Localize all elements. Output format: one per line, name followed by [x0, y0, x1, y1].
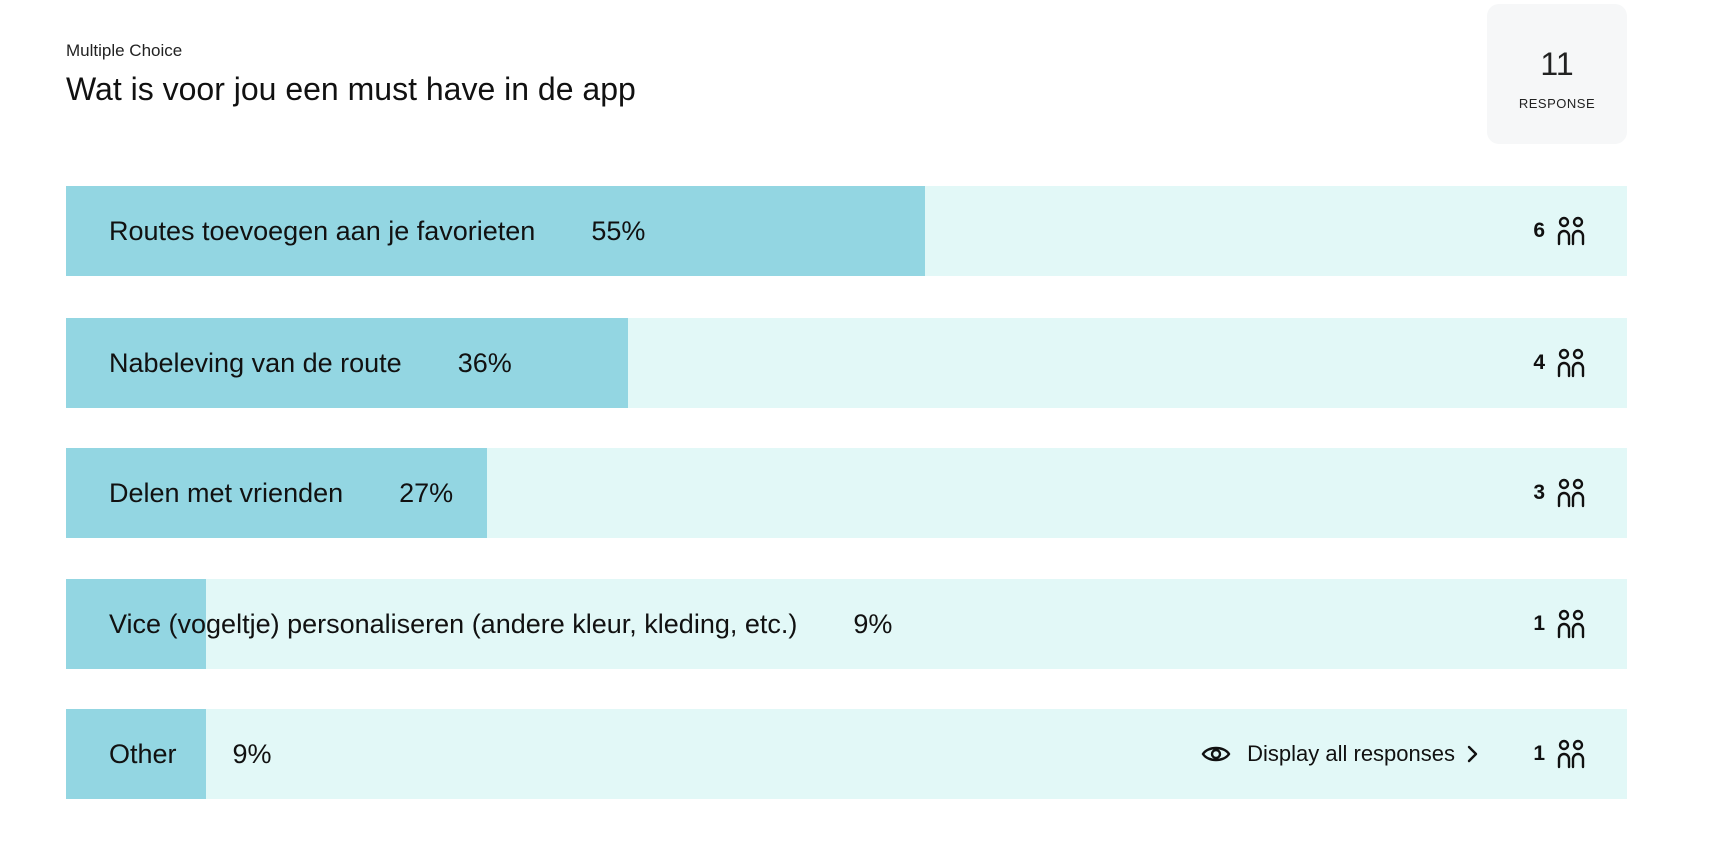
option-bar-fill [66, 709, 207, 799]
option-count: 1 [1533, 742, 1545, 765]
option-label: Nabeleving van de route [109, 347, 402, 378]
option-label: Delen met vrienden [109, 477, 344, 508]
option-count: 3 [1533, 481, 1545, 504]
option-label: Vice (vogeltje) personaliseren (andere k… [109, 608, 798, 639]
response-count: 11 [1540, 46, 1574, 82]
option-row: Nabeleving van de route 36% 4 [66, 318, 1627, 408]
option-row: Other 9% Display all responses 1 [66, 709, 1627, 799]
people-icon [1557, 478, 1585, 508]
question-type-label: Multiple Choice [66, 41, 183, 60]
response-label: RESPONSE [1518, 96, 1596, 111]
option-bar-fill [66, 579, 207, 669]
option-row: Routes toevoegen aan je favorieten 55% 6 [66, 186, 1627, 276]
option-row: Vice (vogeltje) personaliseren (andere k… [66, 579, 1627, 669]
option-percent: 9% [853, 608, 893, 639]
option-count: 6 [1533, 219, 1545, 242]
question-header: Multiple Choice Wat is voor jou een must… [66, 40, 636, 108]
display-all-responses-link[interactable]: Display all responses [1201, 709, 1479, 799]
option-bar-fill [66, 448, 488, 538]
option-percent: 9% [232, 738, 272, 769]
option-label: Routes toevoegen aan je favorieten [109, 215, 536, 246]
question-title: Wat is voor jou een must have in de app [66, 71, 636, 107]
people-icon [1557, 348, 1585, 378]
response-count-box: 11 RESPONSE [1487, 4, 1627, 144]
people-icon [1557, 739, 1585, 769]
chevron-right-icon [1465, 743, 1479, 765]
option-bar-fill [66, 186, 925, 276]
option-count: 4 [1533, 351, 1545, 374]
option-row: Delen met vrienden 27% 3 [66, 448, 1627, 538]
option-percent: 36% [457, 347, 512, 378]
option-label: Other [109, 738, 177, 769]
option-bar-fill [66, 318, 628, 408]
people-icon [1557, 609, 1585, 639]
people-icon [1557, 216, 1585, 246]
eye-icon [1201, 743, 1231, 765]
display-all-label: Display all responses [1247, 741, 1455, 766]
option-percent: 55% [591, 215, 646, 246]
option-count: 1 [1533, 612, 1545, 635]
option-percent: 27% [399, 477, 454, 508]
